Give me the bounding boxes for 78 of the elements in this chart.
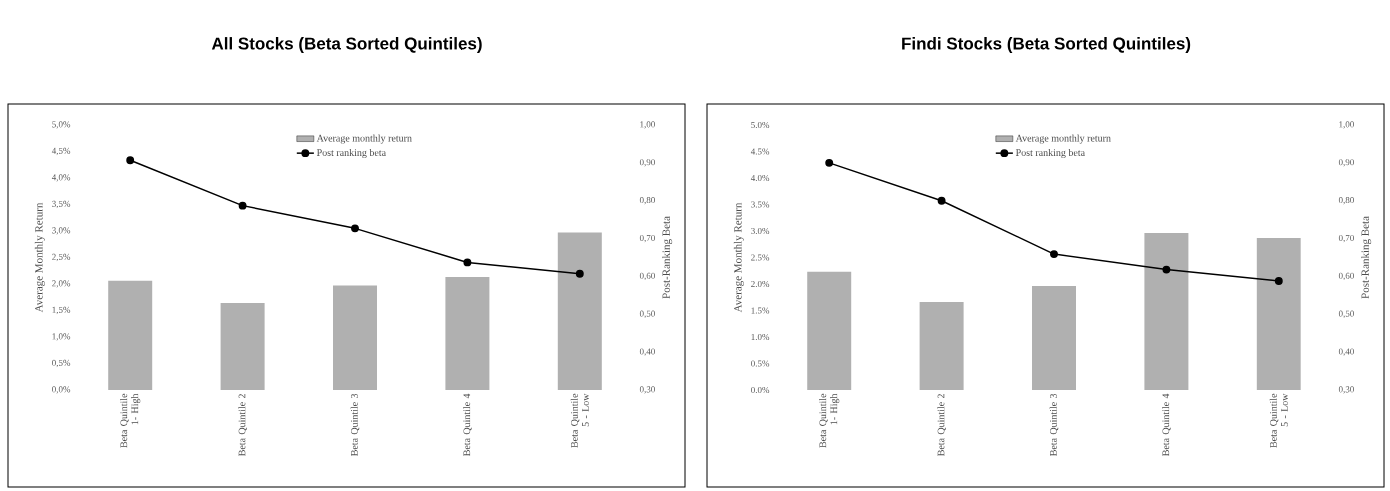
x-tick-label: Beta Quintile 1- High <box>819 393 840 448</box>
bar <box>919 302 964 390</box>
y2-tick-label: 0,70 <box>1338 234 1354 243</box>
point <box>238 201 247 210</box>
point <box>351 224 359 233</box>
legend-label: Post ranking beta <box>316 148 386 159</box>
y-axis-title: Average Monthly Return <box>733 202 744 313</box>
legend-label: Post ranking beta <box>1015 148 1085 159</box>
y-tick-label: 3,0% <box>52 227 71 235</box>
y-tick-label: 5,0% <box>52 121 71 129</box>
y-tick-label: 0.0% <box>751 386 770 394</box>
x-tick-label: Beta Quintile 5 - Low <box>1269 393 1288 448</box>
y-tick-label: 1.0% <box>751 333 770 341</box>
chart-title: Findi Stocks (Beta Sorted Quintiles) <box>902 37 1191 53</box>
y-tick-label: 0.5% <box>751 360 770 367</box>
y-tick-label: 1,0% <box>52 333 71 341</box>
y-tick-label: 0,5% <box>52 359 71 368</box>
y2-tick-label: 0,60 <box>1338 272 1354 281</box>
y-tick-label: 5.0% <box>751 121 770 129</box>
y-tick-label: 2,0% <box>52 280 71 288</box>
y2-tick-label: 0,90 <box>1338 159 1354 167</box>
y-tick-label: 4,0% <box>51 174 71 182</box>
y2-tick-label: 0,50 <box>639 310 655 318</box>
point <box>126 156 135 165</box>
point <box>1274 277 1283 285</box>
point <box>1050 250 1058 259</box>
y-tick-label: 1.5% <box>751 307 770 314</box>
y2-tick-label: 0,40 <box>1338 348 1354 356</box>
bar <box>1144 233 1189 390</box>
bar <box>445 277 490 390</box>
y-axis-title: Average Monthly Return <box>34 202 45 313</box>
y-tick-label: 3.0% <box>751 227 770 235</box>
y-tick-label: 4.5% <box>750 148 770 155</box>
point <box>463 258 472 267</box>
bar <box>220 303 265 390</box>
y-tick-label: 2.0% <box>751 280 770 288</box>
y-tick-label: 2,5% <box>52 253 71 262</box>
point <box>825 158 834 167</box>
y-tick-label: 3,5% <box>52 200 71 209</box>
x-tick-label: Beta Quintile 3 <box>350 393 360 457</box>
point <box>1162 265 1171 274</box>
y-tick-label: 0,0% <box>52 386 71 394</box>
y2-tick-label: 0,70 <box>639 234 655 243</box>
chart-title: All Stocks (Beta Sorted Quintiles) <box>211 37 482 53</box>
y2-tick-label: 0,30 <box>639 386 655 394</box>
y2-tick-label: 0,60 <box>639 272 655 281</box>
bar <box>1032 286 1077 390</box>
x-tick-label: Beta Quintile 1- High <box>120 393 141 448</box>
bar <box>807 271 852 390</box>
x-tick-label: Beta Quintile 3 <box>1049 393 1059 457</box>
y-tick-label: 2.5% <box>751 254 770 261</box>
point <box>937 196 946 205</box>
x-tick-label: Beta Quintile 2 <box>937 394 946 457</box>
y-tick-label: 3.5% <box>751 201 770 208</box>
y2-axis-title: Post-Ranking Beta <box>662 216 673 299</box>
x-tick-label: Beta Quintile 5 - Low <box>570 393 589 448</box>
y2-axis-title: Post-Ranking Beta <box>1361 216 1372 299</box>
y2-tick-label: 0,30 <box>1338 386 1354 394</box>
x-tick-label: Beta Quintile 4 <box>1162 393 1171 457</box>
bar <box>333 285 377 390</box>
y2-tick-label: 0,40 <box>639 348 655 356</box>
bar <box>1256 237 1301 390</box>
y2-tick-label: 1,00 <box>640 121 655 129</box>
y2-tick-label: 0,80 <box>1338 197 1354 205</box>
bar <box>108 280 153 390</box>
y-tick-label: 4,5% <box>51 147 71 156</box>
point <box>575 269 584 278</box>
y2-tick-label: 1,00 <box>1339 121 1354 129</box>
y-tick-label: 4.0% <box>750 174 770 182</box>
x-tick-label: Beta Quintile 2 <box>238 394 247 457</box>
y-tick-label: 1,5% <box>52 306 71 315</box>
legend-label: Average monthly return <box>1015 134 1111 144</box>
y2-tick-label: 0,80 <box>639 197 655 205</box>
y2-tick-label: 0,90 <box>639 159 655 167</box>
bar <box>557 232 602 390</box>
x-tick-label: Beta Quintile 4 <box>463 393 472 457</box>
y2-tick-label: 0,50 <box>1338 310 1354 318</box>
legend-label: Average monthly return <box>316 134 412 144</box>
